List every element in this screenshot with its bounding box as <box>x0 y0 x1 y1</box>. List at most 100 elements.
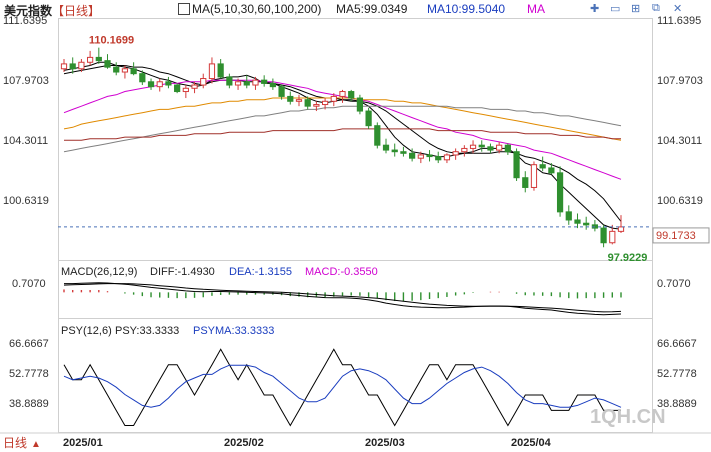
candle-body <box>530 164 538 188</box>
price-tick-right: 111.6395 <box>657 15 701 27</box>
last-price-label: 99.1733 <box>656 230 696 242</box>
candle <box>339 89 346 103</box>
candle <box>165 76 172 89</box>
candle <box>348 89 355 102</box>
candle <box>513 148 520 181</box>
candle-body <box>182 87 189 93</box>
psy-tick-left: 38.8889 <box>9 398 49 410</box>
candle-body <box>278 86 285 97</box>
ma10-value: MA10:99.5040 <box>427 2 506 16</box>
candle <box>522 171 529 193</box>
period-selector[interactable]: 【日线】 <box>52 4 101 18</box>
candle <box>78 59 85 73</box>
psy-line <box>63 348 621 427</box>
close-icon[interactable]: ✕ <box>673 3 683 15</box>
psy-tick-right: 38.8889 <box>657 398 697 410</box>
candle-body <box>513 151 520 179</box>
ma-indicator-icon[interactable] <box>178 3 190 15</box>
x-tick: 2025/01 <box>63 437 103 449</box>
candle <box>461 145 468 157</box>
period-low-label: 97.9229 <box>608 252 648 264</box>
watermark: 1QH.CN <box>590 406 666 428</box>
candle-body <box>443 154 451 161</box>
psyma-value-label: PSYMA:33.3333 <box>193 325 274 337</box>
candle <box>208 57 216 84</box>
candle <box>600 224 607 248</box>
macd-diff-label: DIFF:-1.4930 <box>150 266 215 278</box>
zoom-in-icon[interactable]: ✚ <box>590 3 600 15</box>
candle-body <box>113 66 120 73</box>
candle <box>565 205 572 225</box>
candle <box>478 140 485 152</box>
candle-body <box>252 79 259 86</box>
period-badge[interactable]: 日线 <box>3 436 27 450</box>
macd-series <box>63 282 622 316</box>
candle-body <box>234 81 242 86</box>
price-tick-right: 107.9703 <box>657 75 703 87</box>
candle <box>139 70 146 86</box>
candle-body <box>304 99 311 107</box>
candle <box>591 219 599 232</box>
candle <box>60 59 68 73</box>
x-tick: 2025/03 <box>365 437 405 449</box>
ma100-line <box>63 105 622 153</box>
candle-body <box>95 56 102 62</box>
candle <box>356 94 364 115</box>
price-tick-left: 100.6319 <box>3 195 49 207</box>
candle <box>147 78 155 90</box>
candle <box>382 138 390 154</box>
x-axis-ticks: 2025/01 2025/02 2025/03 2025/04 <box>63 437 552 449</box>
candle-body <box>121 68 129 73</box>
candle-body <box>287 95 294 102</box>
price-tick-left: 104.3011 <box>3 135 48 147</box>
candle-body <box>130 68 137 75</box>
psy-series <box>63 348 622 427</box>
price-tick-left: 107.9703 <box>3 75 49 87</box>
price-tick-left: 111.6395 <box>3 15 47 27</box>
candle <box>556 166 564 217</box>
minus-icon[interactable]: ▭ <box>610 3 621 15</box>
candle-body <box>382 144 390 151</box>
ma200-line <box>64 128 621 141</box>
ma-more: MA <box>527 2 545 16</box>
candle <box>234 78 242 90</box>
candle <box>321 98 329 110</box>
candle-body <box>426 154 433 158</box>
candle-body <box>609 230 616 244</box>
candle-body <box>226 76 233 86</box>
ma5-value: MA5:99.0349 <box>336 2 408 16</box>
candle <box>487 143 494 154</box>
candle-body <box>217 63 224 78</box>
candle <box>400 146 407 157</box>
candle-body <box>417 154 424 159</box>
price-tick-right: 100.6319 <box>657 195 703 207</box>
candle <box>426 150 433 162</box>
macd-value-label: MACD:-0.3550 <box>305 266 378 278</box>
candle-body <box>600 227 607 244</box>
restore-icon[interactable]: ⧉ <box>652 2 660 14</box>
candle <box>617 215 625 233</box>
candle-body <box>374 125 381 146</box>
candle <box>313 101 320 112</box>
candle <box>365 107 372 129</box>
candle <box>583 216 590 230</box>
candle-body <box>469 144 477 149</box>
candle <box>113 62 120 76</box>
candle <box>104 54 111 69</box>
candle <box>443 153 451 164</box>
candle <box>191 81 198 94</box>
candlesticks <box>60 47 625 248</box>
candle-body <box>478 144 485 148</box>
candle <box>504 143 511 155</box>
candle-body <box>174 84 181 93</box>
psy-tick-right: 66.6667 <box>657 338 697 350</box>
candle-body <box>321 100 329 106</box>
candle <box>243 75 250 89</box>
period-badge-arrow[interactable]: ▲ <box>31 439 41 450</box>
candle-body <box>356 97 364 112</box>
candle <box>121 65 129 79</box>
fullscreen-icon[interactable]: ⊞ <box>631 3 641 15</box>
candle-body <box>409 152 416 159</box>
candle-body <box>365 110 372 127</box>
